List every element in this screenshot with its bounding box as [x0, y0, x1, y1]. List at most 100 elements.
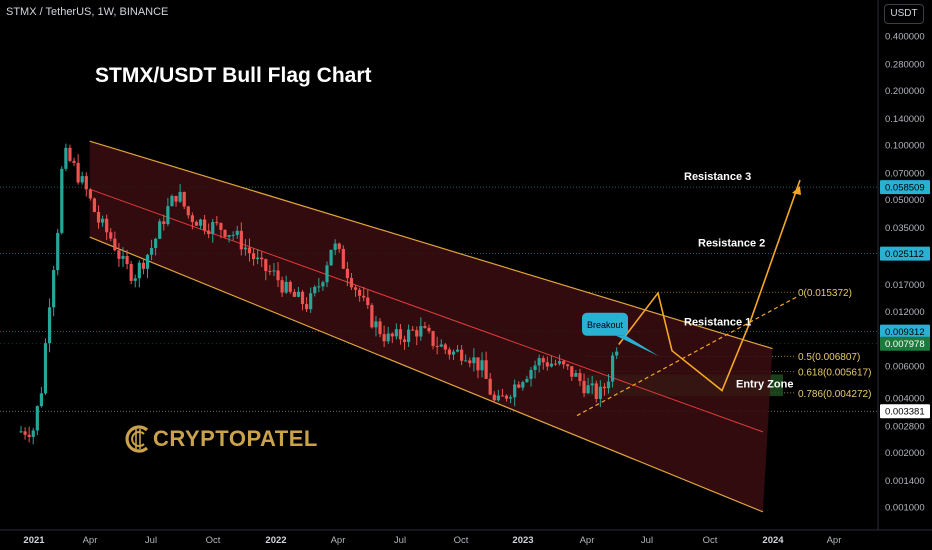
candle	[517, 381, 521, 389]
candle-body	[358, 289, 362, 296]
x-tick-label: 2021	[23, 535, 45, 546]
entry-zone-label: Entry Zone	[736, 379, 793, 391]
candle	[264, 258, 268, 281]
resistance-label-1: Resistance 3	[684, 171, 751, 183]
candle	[227, 234, 231, 243]
candle	[329, 249, 333, 266]
candle-body	[88, 189, 92, 199]
candle	[321, 280, 325, 291]
candle-body	[517, 384, 521, 388]
candle	[80, 171, 84, 185]
candle-body	[68, 147, 72, 161]
candlesticks	[19, 143, 619, 445]
candle	[362, 286, 366, 302]
candle	[378, 318, 382, 338]
price-tag-box	[880, 324, 930, 339]
candle-body	[211, 222, 215, 235]
candle-body	[341, 248, 345, 269]
candle-body	[231, 234, 235, 236]
currency-button[interactable]: USDT	[884, 4, 924, 24]
candle	[611, 352, 615, 388]
candle	[504, 394, 509, 402]
candle	[398, 323, 403, 345]
candle	[341, 245, 345, 270]
candle	[109, 228, 113, 242]
candle-body	[162, 221, 166, 225]
candle-body	[325, 265, 329, 283]
candle	[72, 157, 76, 167]
candle	[198, 218, 203, 230]
candle	[345, 261, 349, 287]
x-tick-label: Apr	[580, 535, 595, 546]
candle-body	[353, 287, 358, 290]
candle-body	[296, 291, 301, 297]
candle-body	[207, 230, 211, 235]
candle	[529, 367, 533, 387]
candle-body	[121, 255, 125, 259]
candle-body	[43, 343, 48, 394]
candle	[451, 349, 456, 361]
candle-body	[509, 397, 513, 399]
resistance-label-3: Resistance 1	[684, 317, 751, 329]
candle	[96, 205, 101, 229]
y-tick-label: 0.004000	[885, 394, 925, 405]
candle	[525, 375, 529, 384]
candle-body	[411, 329, 415, 331]
candle	[260, 251, 264, 268]
channel-upper-line	[89, 140, 773, 350]
candle-body	[476, 357, 480, 371]
candle	[84, 172, 88, 197]
candle-body	[309, 293, 313, 310]
candle-body	[321, 282, 325, 287]
candle	[92, 197, 97, 213]
candle-body	[545, 362, 549, 367]
candle	[521, 380, 525, 391]
x-tick-label: 2023	[512, 535, 533, 546]
y-tick-label: 0.400000	[885, 32, 925, 43]
candle-body	[239, 230, 243, 250]
price-tag-box	[880, 336, 930, 351]
candle-body	[435, 346, 439, 348]
candle-body	[374, 321, 378, 328]
candle	[435, 336, 439, 355]
candle-body	[533, 365, 537, 370]
candle-body	[141, 262, 145, 269]
fib-label-3: 0.786(0.004272)	[798, 389, 871, 400]
candle-body	[427, 327, 431, 332]
candle	[125, 249, 129, 270]
candle-body	[329, 249, 333, 266]
candle	[211, 218, 215, 243]
projection-arrowhead	[792, 186, 801, 195]
candle	[296, 286, 301, 298]
candle-body	[215, 222, 219, 224]
candle-body	[305, 304, 309, 310]
candle-body	[280, 280, 284, 293]
candle-body	[27, 434, 31, 437]
price-tag-label: 0.058509	[885, 183, 925, 194]
price-axis: 0.400000 0.280000 0.200000 0.140000 0.100000…	[877, 0, 930, 530]
candle	[533, 360, 537, 379]
candle	[402, 335, 407, 350]
candle	[509, 394, 513, 404]
candle	[60, 166, 64, 235]
candle-body	[504, 395, 509, 399]
breakout-label: Breakout	[587, 320, 624, 330]
candle-body	[80, 176, 84, 183]
candle-body	[174, 195, 178, 202]
candle	[235, 225, 239, 239]
candle-body	[378, 321, 382, 335]
candle-body	[537, 358, 541, 366]
candle	[243, 239, 247, 256]
candle	[203, 214, 207, 235]
candle	[313, 285, 317, 297]
candle-body	[362, 295, 366, 298]
candle	[586, 378, 590, 394]
candle-body	[423, 326, 427, 328]
candle	[602, 383, 607, 396]
candle-body	[582, 380, 586, 394]
y-tick-label: 0.002800	[885, 422, 925, 433]
candle-body	[455, 349, 460, 352]
breakout-bubble	[582, 312, 628, 336]
candle	[594, 380, 598, 403]
